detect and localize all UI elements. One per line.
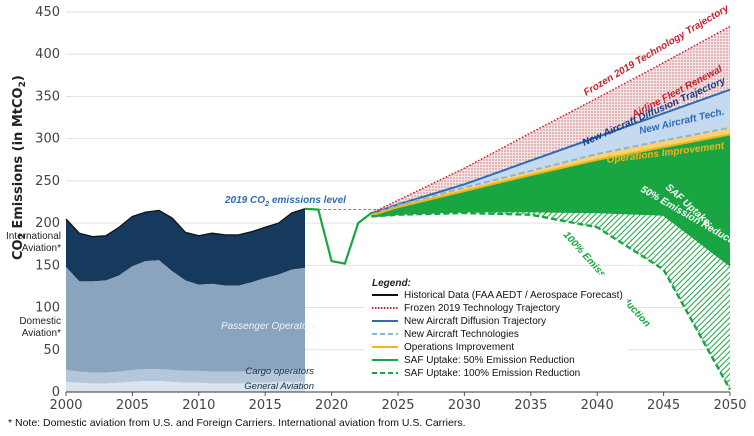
y-tick-100: 100: [35, 301, 60, 316]
y-tick-250: 250: [35, 174, 60, 189]
legend-label-0: Historical Data (FAA AEDT / Aerospace Fo…: [404, 290, 623, 301]
y-tick-200: 200: [35, 216, 60, 231]
international-label-2: Aviation*: [22, 243, 61, 254]
cargo-area: [66, 369, 305, 384]
series-line-4: [371, 210, 731, 267]
legend-label-4: Operations Improvement: [404, 342, 514, 353]
x-tick-2030: 2030: [448, 398, 481, 413]
series-line-0: [371, 25, 731, 214]
y-tick-150: 150: [35, 258, 60, 273]
domestic-label: Domestic: [19, 316, 61, 327]
legend-label-6: SAF Uptake: 100% Emission Reduction: [404, 368, 580, 379]
cargo-operators-label: Cargo operators: [245, 366, 314, 377]
y-tick-350: 350: [35, 89, 60, 104]
x-tick-2050: 2050: [713, 398, 746, 413]
x-tick-2010: 2010: [182, 398, 215, 413]
passenger-area: [66, 260, 305, 373]
footnote: * Note: Domestic aviation from U.S. and …: [8, 417, 466, 429]
x-tick-2045: 2045: [647, 398, 680, 413]
series-line-3: [371, 133, 731, 217]
legend: Legend: Historical Data (FAA AEDT / Aero…: [364, 274, 628, 388]
historical-line: [65, 208, 306, 238]
legend-label-3: New Aircraft Technologies: [404, 329, 519, 340]
operations-band: [371, 127, 730, 216]
x-tick-2040: 2040: [581, 398, 614, 413]
legend-title: Legend:: [372, 278, 411, 289]
reference-line-label: 2019 CO2 emissions level: [224, 195, 346, 208]
y-tick-450: 450: [35, 5, 60, 20]
domestic-label-2: Aviation*: [22, 328, 61, 339]
international-area: [66, 208, 305, 286]
data-lines: [65, 25, 732, 391]
passenger-operators-label: Passenger Operators: [221, 321, 316, 332]
legend-label-5: SAF Uptake: 50% Emission Reduction: [404, 355, 575, 366]
legend-label-1: Frozen 2019 Technology Trajectory: [404, 303, 560, 314]
saf50-band: [371, 134, 730, 266]
international-label: International: [6, 231, 61, 242]
x-tick-2035: 2035: [514, 398, 547, 413]
region-labels: International Aviation* Domestic Aviatio…: [6, 231, 316, 392]
general-aviation-area: [66, 381, 305, 392]
y-tick-50: 50: [43, 343, 60, 358]
series-line-2: [371, 126, 731, 216]
x-tick-2005: 2005: [116, 398, 149, 413]
y-axis-label: CO2 Emissions (in MtCO2): [11, 75, 28, 260]
y-tick-300: 300: [35, 132, 60, 147]
x-tick-2000: 2000: [49, 398, 82, 413]
x-tick-2015: 2015: [249, 398, 282, 413]
axes: 0 50 100 150 200 250 300 350 400 450 2000 2005 2010 2…: [35, 5, 746, 413]
y-tick-400: 400: [35, 47, 60, 62]
x-tick-2020: 2020: [315, 398, 348, 413]
y-tick-0: 0: [52, 385, 60, 400]
x-tick-2025: 2025: [381, 398, 414, 413]
legend-label-2: New Aircraft Diffusion Trajectory: [404, 316, 546, 327]
general-aviation-label: General Aviation: [244, 381, 314, 392]
